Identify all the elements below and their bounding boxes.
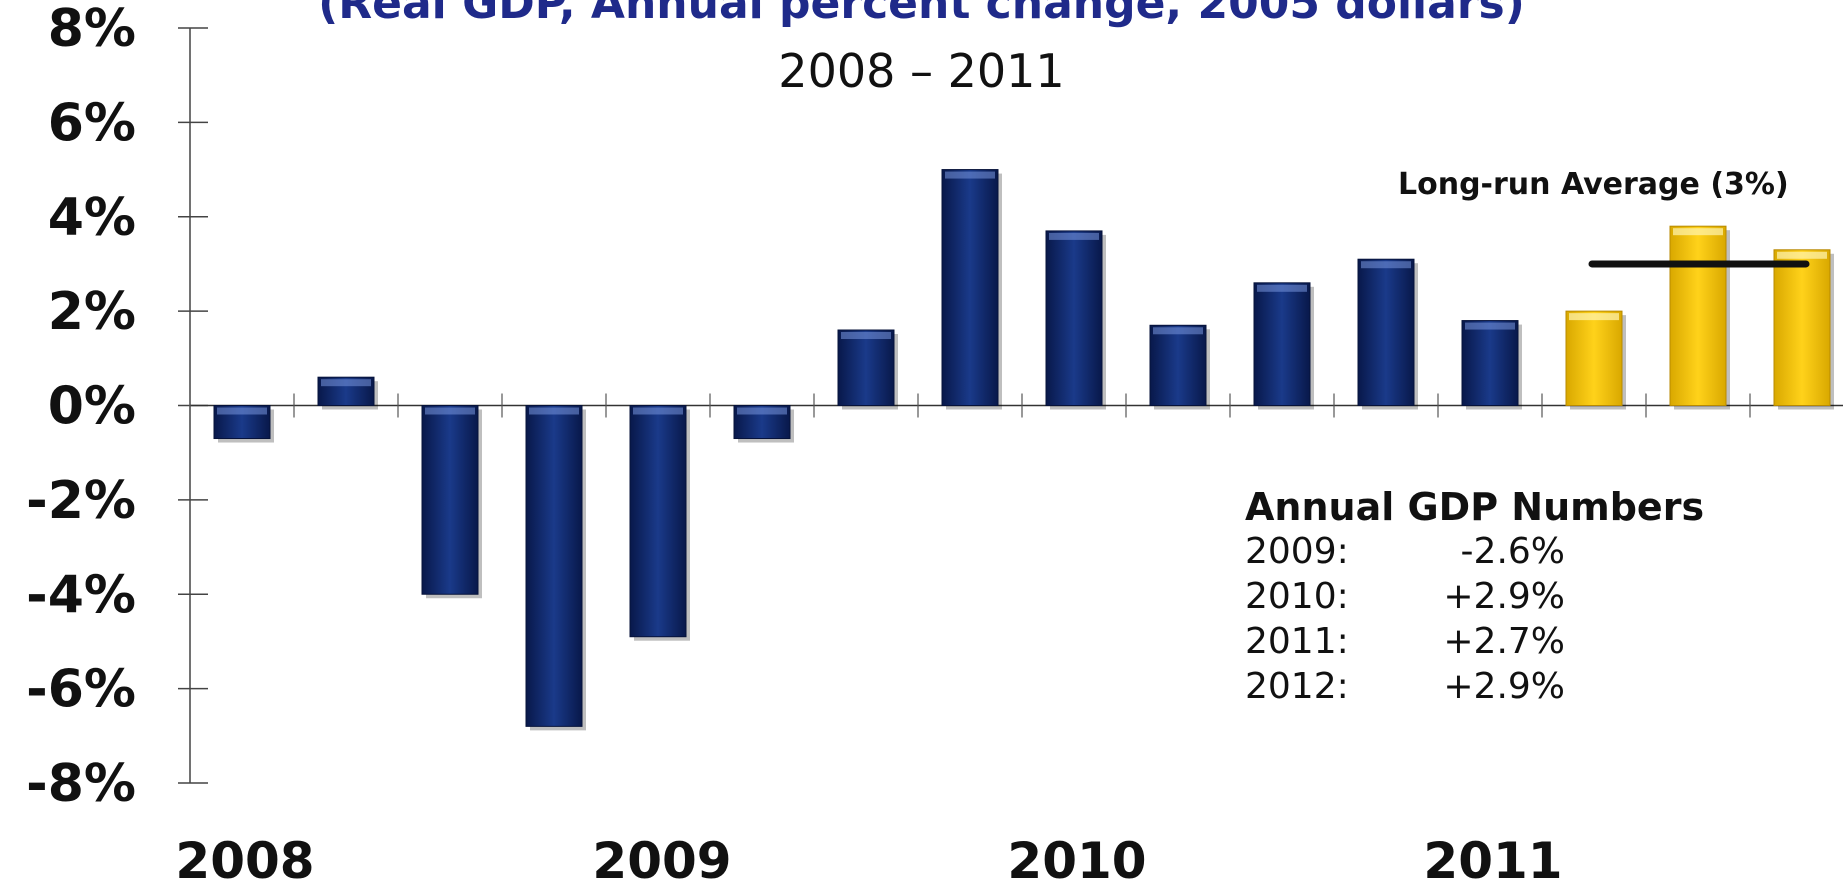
bar	[1149, 324, 1207, 406]
bar-highlight	[1049, 232, 1099, 240]
bar-highlight	[425, 407, 475, 415]
annual-gdp-value: +2.7%	[1443, 621, 1565, 662]
y-tick-label: -4%	[26, 565, 136, 625]
annual-gdp-year: 2010:	[1245, 576, 1349, 617]
bar-highlight	[1361, 261, 1411, 269]
bar-highlight	[945, 171, 995, 179]
x-year-label: 2010	[1007, 832, 1146, 881]
bar	[1045, 230, 1103, 406]
annual-gdp-box: Annual GDP Numbers 2009: -2.6% 2010: +2.…	[1245, 485, 1704, 709]
bar-highlight	[841, 332, 891, 339]
x-year-label: 2009	[592, 832, 731, 881]
annual-gdp-row: 2010: +2.9%	[1245, 574, 1704, 619]
bar-highlight	[529, 407, 579, 415]
y-tick-label: 0%	[48, 377, 136, 437]
bar-highlight	[633, 407, 683, 415]
bar-highlight	[1257, 284, 1307, 292]
long-run-average-label: Long-run Average (3%)	[1398, 167, 1789, 202]
annual-gdp-year: 2011:	[1245, 621, 1349, 662]
bar	[1357, 258, 1415, 406]
y-tick-label: 6%	[48, 93, 136, 153]
bar	[525, 405, 583, 727]
bar-highlight	[1673, 228, 1723, 236]
annual-gdp-year: 2012:	[1245, 666, 1349, 707]
chart-title: (Real GDP, Annual percent change, 2005 d…	[318, 0, 1525, 29]
bar-highlight	[737, 407, 787, 415]
bar-highlight	[217, 407, 267, 415]
bar	[1461, 320, 1519, 406]
bar-highlight	[1153, 327, 1203, 335]
y-tick-label: -8%	[26, 754, 136, 814]
annual-gdp-header: Annual GDP Numbers	[1245, 485, 1705, 529]
chart-subtitle: 2008 – 2011	[778, 44, 1065, 98]
annual-gdp-value: +2.9%	[1443, 576, 1565, 617]
y-tick-label: 8%	[48, 0, 136, 59]
x-year-label: 2008	[175, 832, 314, 881]
bar-highlight	[1569, 313, 1619, 321]
annual-gdp-row: 2011: +2.7%	[1245, 619, 1704, 664]
bar-highlight	[321, 379, 371, 387]
bar	[1669, 225, 1727, 406]
bar-highlight	[1465, 322, 1515, 330]
annual-gdp-year: 2009:	[1245, 531, 1349, 572]
annual-gdp-value: +2.9%	[1443, 666, 1565, 707]
annual-gdp-value: -2.6%	[1460, 531, 1565, 572]
bar	[1565, 310, 1623, 406]
bar	[1253, 282, 1311, 406]
y-tick-label: -6%	[26, 660, 136, 720]
bar	[837, 329, 895, 406]
bar	[941, 169, 999, 406]
bar-highlight	[1777, 251, 1827, 259]
annual-gdp-row: 2009: -2.6%	[1245, 529, 1704, 574]
bar	[629, 405, 687, 638]
y-tick-label: 2%	[48, 282, 136, 342]
x-year-label: 2011	[1423, 832, 1562, 881]
bar	[1773, 249, 1831, 406]
y-tick-label: -2%	[26, 471, 136, 531]
bar	[421, 405, 479, 595]
annual-gdp-row: 2012: +2.9%	[1245, 664, 1704, 709]
y-tick-label: 4%	[48, 188, 136, 248]
